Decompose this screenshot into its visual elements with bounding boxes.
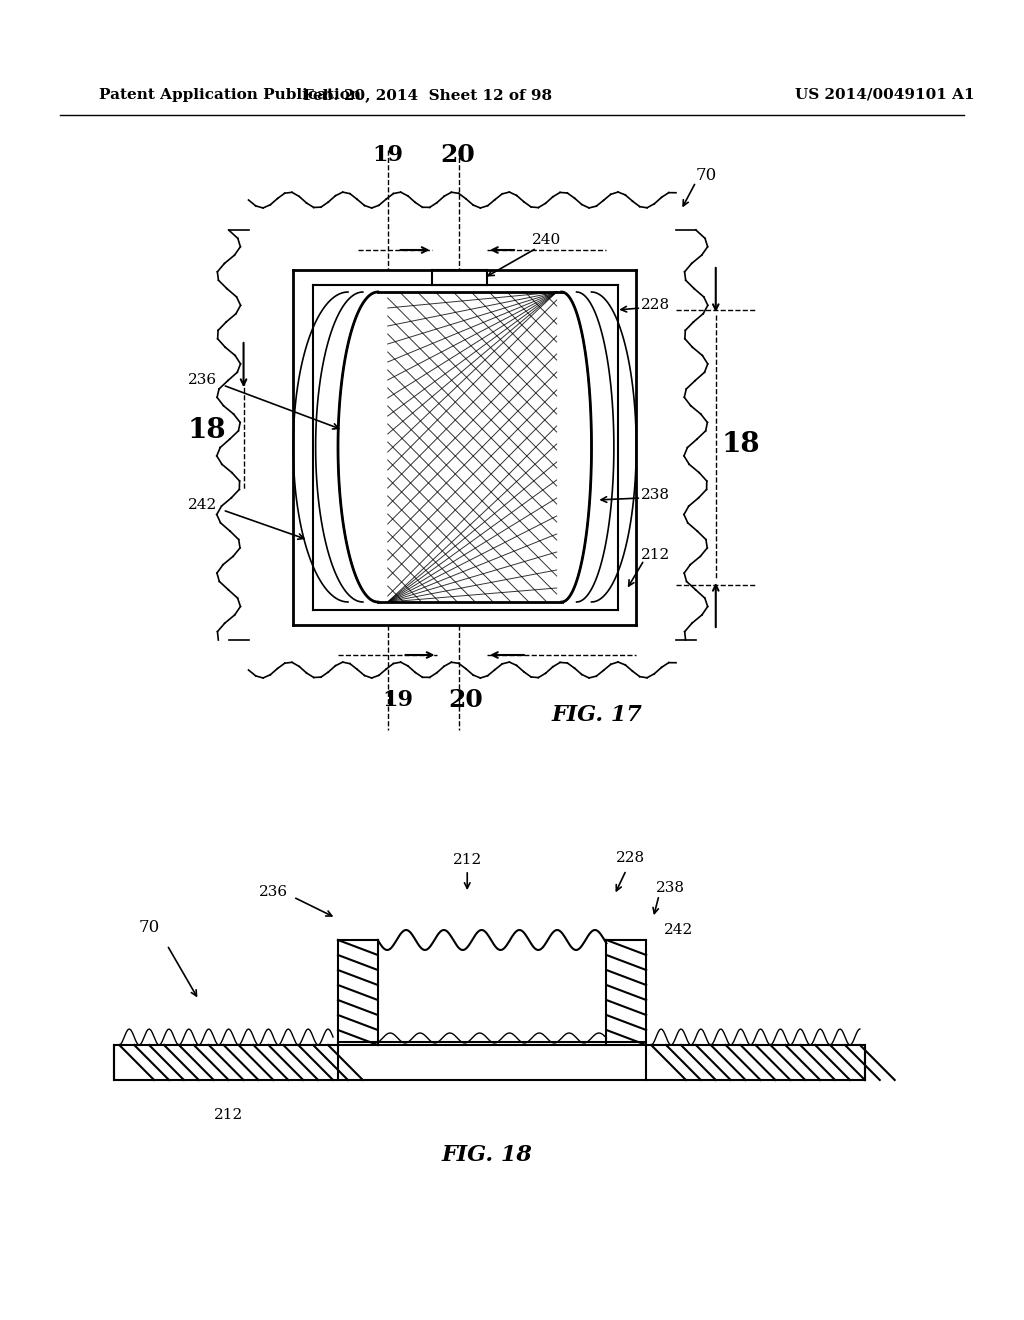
- Bar: [646, 1045, 865, 1080]
- Text: 238: 238: [656, 880, 685, 895]
- Text: 242: 242: [187, 498, 217, 512]
- Text: 70: 70: [696, 166, 717, 183]
- Text: 212: 212: [214, 1107, 244, 1122]
- Text: FIG. 18: FIG. 18: [441, 1144, 532, 1166]
- Text: 242: 242: [665, 923, 693, 937]
- Text: Patent Application Publication: Patent Application Publication: [99, 88, 361, 102]
- Text: 236: 236: [187, 374, 217, 387]
- Text: 19: 19: [372, 144, 403, 166]
- Text: 212: 212: [453, 853, 482, 867]
- Text: 240: 240: [531, 234, 561, 247]
- Text: 20: 20: [440, 143, 475, 168]
- Text: FIG. 17: FIG. 17: [551, 704, 642, 726]
- Bar: [115, 1045, 338, 1080]
- Text: 228: 228: [616, 851, 645, 865]
- Text: 212: 212: [641, 548, 671, 562]
- Text: 18: 18: [721, 432, 760, 458]
- Text: 236: 236: [259, 884, 289, 899]
- Text: 70: 70: [138, 920, 160, 936]
- Text: 19: 19: [382, 689, 413, 711]
- Text: 238: 238: [641, 488, 670, 502]
- Text: Feb. 20, 2014  Sheet 12 of 98: Feb. 20, 2014 Sheet 12 of 98: [303, 88, 552, 102]
- Text: 18: 18: [187, 417, 226, 444]
- Text: US 2014/0049101 A1: US 2014/0049101 A1: [796, 88, 975, 102]
- Text: 228: 228: [641, 298, 671, 312]
- Text: 20: 20: [447, 688, 482, 711]
